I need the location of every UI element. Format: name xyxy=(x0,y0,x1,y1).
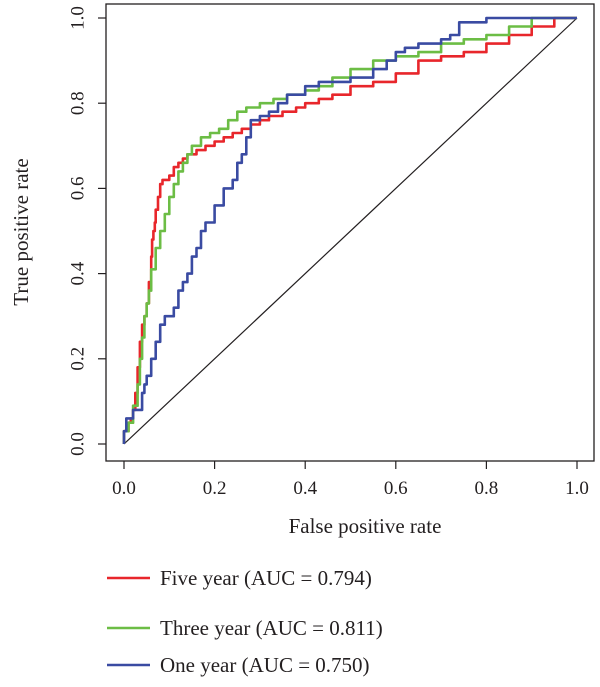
legend-entry-0: Five year (AUC = 0.794) xyxy=(107,566,372,590)
plot-border xyxy=(105,3,595,462)
x-tick-label: 0.2 xyxy=(203,478,227,499)
x-axis-title: False positive rate xyxy=(289,514,442,538)
y-axis-title: True positive rate xyxy=(9,158,33,305)
x-tick-label: 1.0 xyxy=(565,478,589,499)
y-tick-label: 0.4 xyxy=(68,261,89,285)
x-axis: 0.0 0.2 0.4 0.6 0.8 1.0 xyxy=(112,461,589,499)
series-lines xyxy=(122,16,577,444)
legend-label: Five year (AUC = 0.794) xyxy=(160,566,372,590)
legend: Five year (AUC = 0.794) Three year (AUC =… xyxy=(107,566,383,677)
legend-label: Three year (AUC = 0.811) xyxy=(160,616,383,640)
y-tick-label: 0.8 xyxy=(68,91,89,115)
reference-diagonal xyxy=(123,17,578,445)
diagonal-line xyxy=(123,17,578,445)
x-tick-label: 0.4 xyxy=(293,478,317,499)
x-tick-label: 0.0 xyxy=(112,478,136,499)
y-tick-label: 1.0 xyxy=(68,6,89,30)
x-tick-label: 0.6 xyxy=(384,478,408,499)
series-line-2 xyxy=(122,16,577,444)
y-tick-label: 0.6 xyxy=(68,177,89,201)
plot-frame xyxy=(105,3,595,462)
x-tick-label: 0.8 xyxy=(475,478,499,499)
legend-entry-2: One year (AUC = 0.750) xyxy=(107,653,370,677)
y-tick-label: 0.2 xyxy=(68,347,89,371)
legend-label: One year (AUC = 0.750) xyxy=(160,653,370,677)
y-tick-label: 0.0 xyxy=(68,432,89,456)
legend-entry-1: Three year (AUC = 0.811) xyxy=(107,616,383,640)
series-line-1 xyxy=(122,16,577,444)
y-axis: 0.0 0.2 0.4 0.6 0.8 1.0 xyxy=(68,6,106,456)
